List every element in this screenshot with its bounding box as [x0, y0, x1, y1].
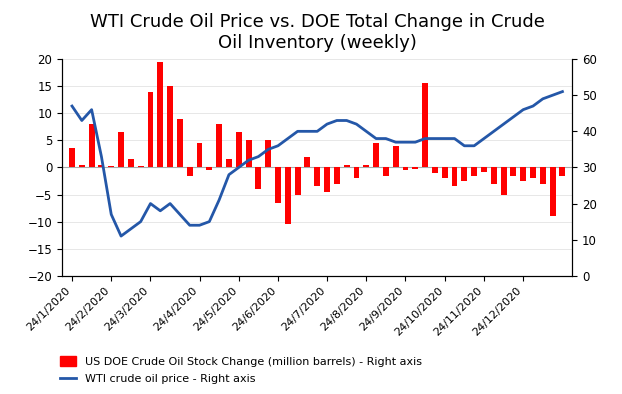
- Bar: [275, 167, 281, 203]
- Bar: [540, 167, 545, 184]
- Bar: [236, 132, 242, 167]
- Bar: [422, 84, 428, 167]
- Bar: [530, 167, 536, 178]
- Bar: [501, 167, 506, 195]
- Bar: [89, 124, 95, 167]
- Bar: [197, 143, 203, 167]
- Bar: [79, 165, 85, 167]
- Bar: [265, 140, 271, 167]
- Bar: [471, 167, 477, 176]
- Bar: [137, 166, 144, 167]
- Bar: [167, 86, 173, 167]
- Title: WTI Crude Oil Price vs. DOE Total Change in Crude
Oil Inventory (weekly): WTI Crude Oil Price vs. DOE Total Change…: [90, 13, 545, 52]
- Bar: [412, 167, 418, 169]
- Bar: [118, 132, 124, 167]
- Bar: [353, 167, 360, 178]
- Bar: [462, 167, 467, 181]
- Bar: [128, 159, 134, 167]
- Bar: [285, 167, 290, 224]
- Legend: US DOE Crude Oil Stock Change (million barrels) - Right axis, WTI crude oil pric: US DOE Crude Oil Stock Change (million b…: [55, 351, 427, 388]
- Bar: [314, 167, 320, 186]
- Bar: [402, 167, 409, 170]
- Bar: [295, 167, 300, 195]
- Bar: [324, 167, 330, 192]
- Bar: [207, 167, 212, 170]
- Bar: [344, 165, 350, 167]
- Bar: [246, 140, 251, 167]
- Bar: [383, 167, 389, 176]
- Bar: [560, 167, 565, 176]
- Bar: [550, 167, 555, 216]
- Bar: [511, 167, 516, 176]
- Bar: [452, 167, 458, 186]
- Bar: [432, 167, 438, 173]
- Bar: [491, 167, 497, 184]
- Bar: [147, 92, 154, 167]
- Bar: [216, 124, 222, 167]
- Bar: [226, 159, 232, 167]
- Bar: [481, 167, 487, 172]
- Bar: [334, 167, 340, 184]
- Bar: [108, 166, 114, 167]
- Bar: [363, 165, 369, 167]
- Bar: [256, 167, 261, 189]
- Bar: [69, 149, 75, 167]
- Bar: [442, 167, 448, 178]
- Bar: [187, 167, 193, 176]
- Bar: [520, 167, 526, 181]
- Bar: [305, 157, 310, 167]
- Bar: [373, 143, 379, 167]
- Bar: [177, 119, 183, 167]
- Bar: [392, 146, 399, 167]
- Bar: [157, 62, 163, 167]
- Bar: [98, 165, 104, 167]
